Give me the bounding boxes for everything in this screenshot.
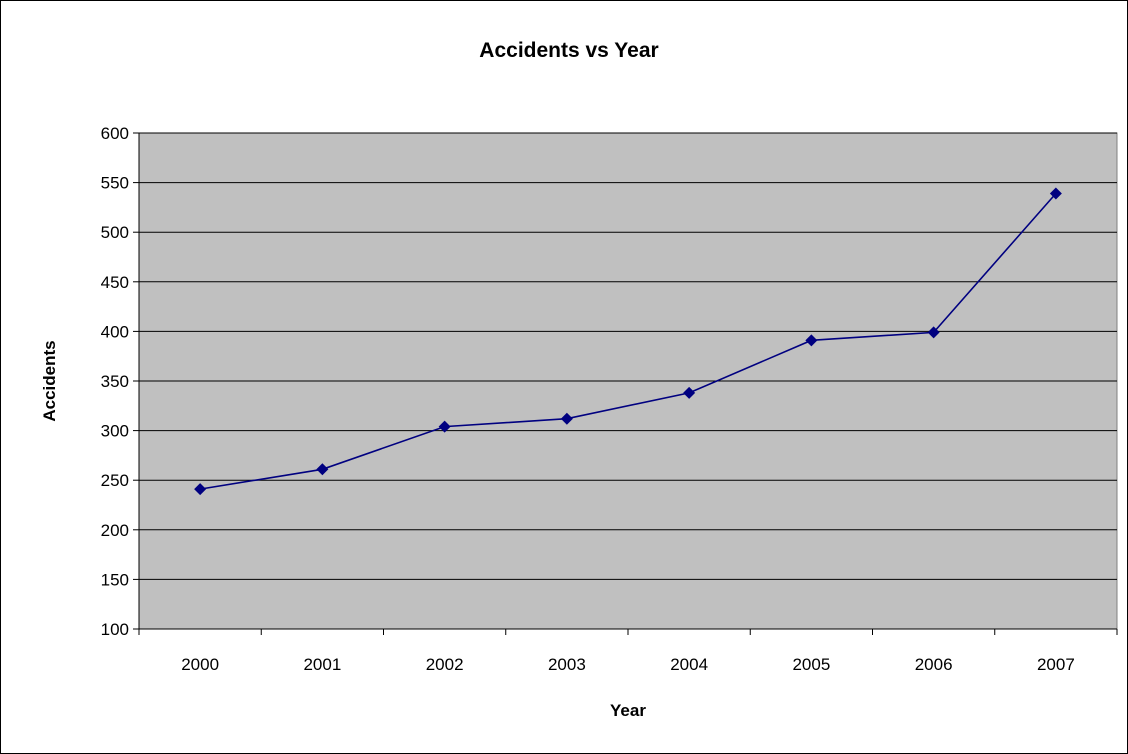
data-point-2001 [316, 463, 329, 476]
data-point-2005 [805, 334, 818, 347]
data-point-2007 [1049, 187, 1062, 200]
series-line [199, 192, 1057, 490]
y-tick-label-200: 200 [101, 521, 129, 540]
chart-title: Accidents vs Year [479, 39, 658, 62]
data-point-2002 [438, 420, 451, 433]
y-tick-label-500: 500 [101, 223, 129, 242]
data-point-2006 [927, 326, 940, 339]
y-tick-label-300: 300 [101, 422, 129, 441]
data-point-2003 [560, 412, 573, 425]
series-accidents [194, 187, 1062, 496]
y-tick-label-350: 350 [101, 372, 129, 391]
x-tick-label-2003: 2003 [548, 655, 586, 674]
y-tick-label-250: 250 [101, 471, 129, 490]
x-tick-label-2002: 2002 [426, 655, 464, 674]
y-axis-ticks: 100 150 200 250 300 350 400 450 500 550 600 [101, 124, 139, 639]
gridlines [139, 132, 1117, 580]
y-tick-label-450: 450 [101, 273, 129, 292]
x-tick-label-2006: 2006 [915, 655, 953, 674]
data-point-2004 [683, 386, 696, 399]
y-tick-label-100: 100 [101, 620, 129, 639]
x-tick-label-2004: 2004 [670, 655, 708, 674]
data-point-2000 [194, 483, 207, 496]
y-tick-label-550: 550 [101, 174, 129, 193]
x-tick-label-2000: 2000 [181, 655, 219, 674]
y-tick-label-600: 600 [101, 124, 129, 143]
y-tick-label-400: 400 [101, 322, 129, 341]
y-tick-label-150: 150 [101, 570, 129, 589]
x-tick-label-2005: 2005 [792, 655, 830, 674]
y-axis-title: Accidents [40, 340, 59, 421]
x-tick-label-2001: 2001 [303, 655, 341, 674]
x-tick-label-2007: 2007 [1037, 655, 1075, 674]
x-axis-title: Year [610, 701, 646, 720]
x-axis-ticks: 2000 2001 2002 2003 2004 2005 2006 2007 [138, 629, 1118, 674]
